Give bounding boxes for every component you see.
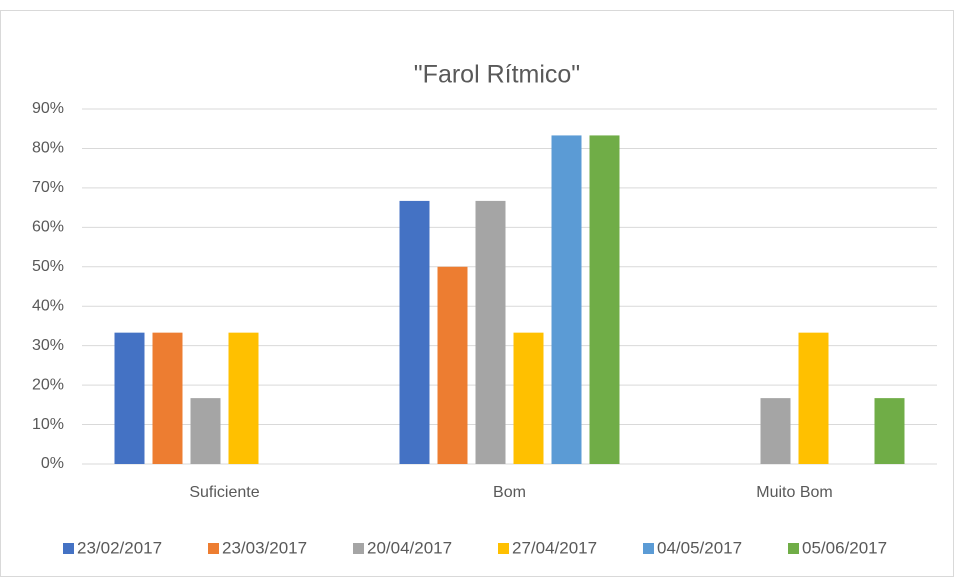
x-tick-label: Bom (493, 484, 526, 501)
bar (551, 135, 582, 464)
y-tick-label: 0% (41, 455, 64, 472)
bar (589, 135, 620, 464)
bar (798, 332, 829, 464)
legend-label: 20/04/2017 (367, 538, 452, 557)
legend-swatch (353, 543, 364, 554)
y-tick-label: 90% (32, 100, 64, 117)
legend-label: 04/05/2017 (657, 538, 742, 557)
y-tick-label: 80% (32, 140, 64, 157)
y-tick-label: 10% (32, 416, 64, 433)
y-tick-label: 20% (32, 376, 64, 393)
legend-label: 05/06/2017 (802, 538, 887, 557)
y-tick-label: 30% (32, 337, 64, 354)
chart-title: "Farol Rítmico" (414, 61, 580, 89)
legend-swatch (498, 543, 509, 554)
y-tick-label: 60% (32, 219, 64, 236)
x-tick-label: Suficiente (189, 484, 259, 501)
legend-swatch (208, 543, 219, 554)
bar (760, 398, 791, 464)
legend-label: 23/03/2017 (222, 538, 307, 557)
legend-label: 23/02/2017 (77, 538, 162, 557)
bar (475, 200, 506, 464)
bar (190, 398, 221, 464)
bar (152, 332, 183, 464)
legend-label: 27/04/2017 (512, 538, 597, 557)
y-tick-label: 70% (32, 179, 64, 196)
legend-swatch (63, 543, 74, 554)
legend-swatch (788, 543, 799, 554)
y-tick-label: 50% (32, 258, 64, 275)
bar (114, 332, 145, 464)
bar (399, 200, 430, 464)
y-tick-label: 40% (32, 297, 64, 314)
bar (513, 332, 544, 464)
bar (437, 266, 468, 464)
x-tick-label: Muito Bom (756, 484, 832, 501)
bar (228, 332, 259, 464)
legend-swatch (643, 543, 654, 554)
bar (874, 398, 905, 464)
